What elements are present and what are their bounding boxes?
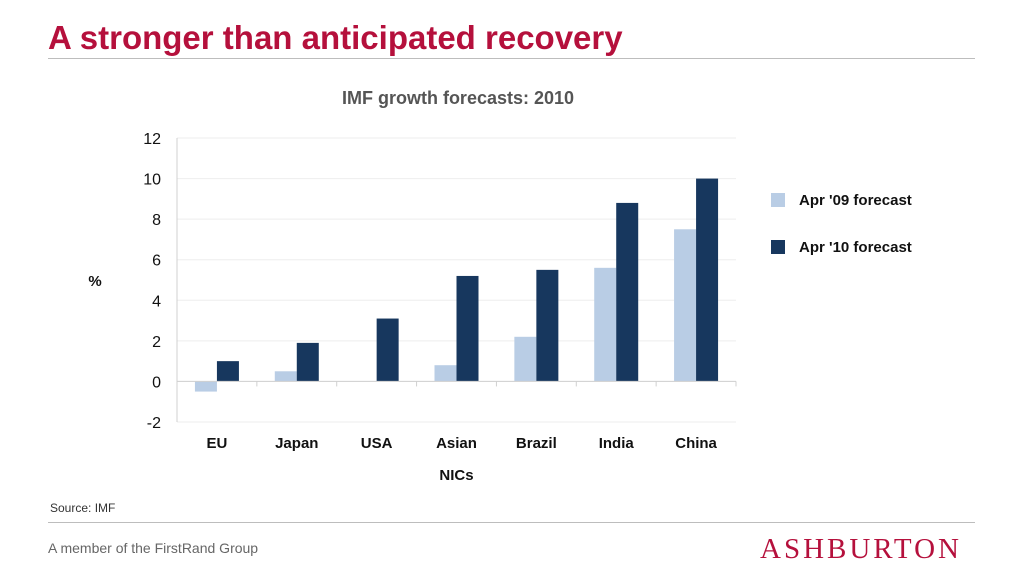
- y-tick-label: 0: [152, 374, 161, 391]
- y-tick-label: 12: [143, 131, 161, 148]
- bar-asian-series-0: [434, 365, 457, 382]
- x-tick-label: USA: [361, 435, 393, 452]
- x-tick-label: India: [599, 435, 635, 452]
- bar-china-series-1: [696, 178, 719, 382]
- y-tick-label: 2: [152, 334, 161, 351]
- bar-brazil-series-1: [536, 269, 559, 382]
- bar-usa-series-1: [376, 318, 399, 382]
- bar-asian-series-1: [456, 275, 479, 382]
- bars: [194, 178, 719, 392]
- chart-container: IMF growth forecasts: 2010 % -2 0 2 4 6 8 10 12…: [0, 70, 1023, 500]
- x-tick-label: China: [675, 435, 717, 452]
- source-note: Source: IMF: [50, 501, 116, 515]
- bar-japan-series-0: [274, 371, 297, 382]
- x-tick-sublabel: NICs: [439, 467, 473, 484]
- y-tick-label: 8: [152, 212, 161, 229]
- x-tick-label: Japan: [275, 435, 318, 452]
- legend-swatch: [771, 240, 785, 254]
- bar-india-series-1: [616, 202, 639, 382]
- title-divider: [48, 58, 975, 59]
- bar-eu-series-1: [216, 361, 239, 382]
- growth-forecast-chart: IMF growth forecasts: 2010 % -2 0 2 4 6 8 10 12…: [88, 88, 912, 484]
- legend-label: Apr '10 forecast: [799, 239, 912, 256]
- y-axis-label: %: [88, 273, 101, 290]
- axes: -2 0 2 4 6 8 10 12 EU Japan USA Asian NICs Brazil Indi…: [143, 131, 737, 484]
- ashburton-logo: ASHBURTON: [760, 533, 962, 565]
- x-tick-label: Brazil: [516, 435, 557, 452]
- legend: Apr '09 forecast Apr '10 forecast: [771, 192, 912, 256]
- bar-india-series-0: [594, 267, 617, 382]
- bar-china-series-0: [674, 229, 697, 382]
- legend-label: Apr '09 forecast: [799, 192, 912, 209]
- chart-title: IMF growth forecasts: 2010: [342, 88, 574, 108]
- footer-divider: [48, 522, 975, 523]
- bar-brazil-series-0: [514, 336, 537, 382]
- y-tick-label: 6: [152, 253, 161, 270]
- bar-japan-series-1: [296, 342, 319, 382]
- x-tick-label: EU: [207, 435, 228, 452]
- legend-swatch: [771, 193, 785, 207]
- y-tick-label: 10: [143, 172, 161, 189]
- y-tick-label: -2: [147, 415, 161, 432]
- y-tick-label: 4: [152, 293, 161, 310]
- slide-title: A stronger than anticipated recovery: [48, 19, 623, 56]
- footer-text: A member of the FirstRand Group: [48, 540, 259, 556]
- bar-eu-series-0: [194, 381, 217, 392]
- x-tick-label: Asian: [436, 435, 477, 452]
